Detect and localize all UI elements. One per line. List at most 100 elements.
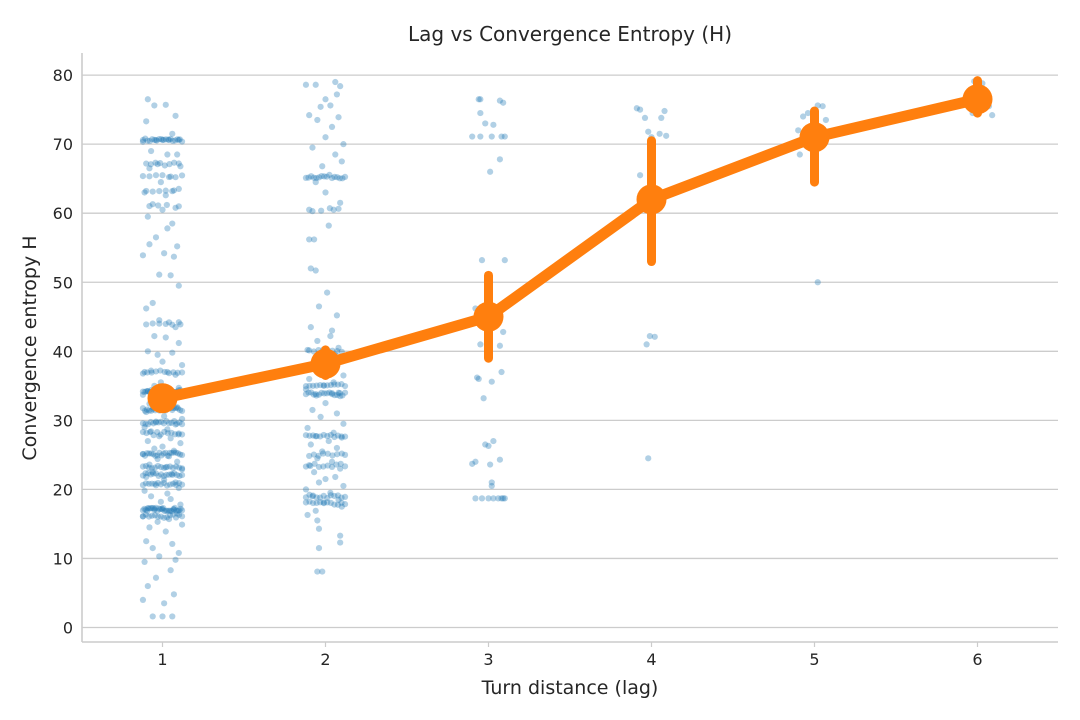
data-point (143, 538, 150, 545)
data-point (168, 470, 175, 478)
data-point (312, 267, 319, 274)
data-point (341, 173, 349, 181)
data-point (149, 188, 156, 195)
y-gridlines (82, 74, 1058, 629)
data-point (309, 432, 317, 439)
data-point (330, 429, 337, 436)
data-point (162, 464, 169, 471)
data-point (157, 505, 164, 513)
data-point (176, 406, 184, 414)
data-point (331, 173, 338, 181)
data-point (337, 539, 344, 546)
data-point (175, 136, 182, 144)
data-point (139, 420, 147, 427)
data-point (636, 106, 644, 113)
data-point (142, 480, 150, 487)
data-point (141, 452, 149, 459)
data-point (152, 504, 160, 511)
data-point (169, 471, 176, 478)
data-point (335, 114, 342, 121)
data-point (178, 451, 186, 459)
data-point (178, 362, 186, 369)
data-point (307, 462, 314, 469)
data-point (488, 482, 495, 490)
data-point (176, 136, 183, 143)
data-point (332, 473, 339, 481)
data-point (163, 201, 170, 209)
data-point (656, 130, 663, 137)
data-point (477, 133, 484, 140)
data-point (163, 418, 170, 425)
data-point (804, 109, 812, 117)
data-point (661, 107, 668, 115)
data-point (312, 81, 319, 88)
data-point (171, 504, 178, 511)
data-point (145, 470, 152, 477)
data-point (169, 349, 176, 356)
data-point (143, 187, 150, 195)
data-point (172, 514, 180, 521)
data-point (799, 113, 807, 120)
data-point (141, 505, 148, 512)
data-point (319, 448, 326, 455)
data-point (164, 151, 171, 158)
axis-spines (81, 53, 1058, 643)
data-point (314, 455, 321, 462)
data-point (337, 199, 344, 206)
data-point (338, 158, 345, 165)
data-point (337, 460, 344, 467)
data-point (166, 481, 174, 488)
data-point (333, 312, 341, 319)
data-point (306, 382, 313, 389)
data-point (148, 480, 156, 487)
data-point (156, 433, 163, 440)
data-point (142, 420, 149, 427)
data-point (169, 137, 176, 144)
data-point (152, 172, 160, 179)
data-point (144, 137, 151, 144)
data-point (340, 372, 347, 379)
data-point (164, 507, 171, 514)
data-point (487, 461, 494, 468)
data-point (162, 101, 169, 108)
data-point (175, 431, 182, 438)
data-point (175, 430, 182, 437)
data-point (480, 395, 487, 402)
data-point (172, 481, 180, 489)
data-point (309, 492, 317, 499)
data-point (633, 105, 640, 112)
data-point (170, 187, 178, 194)
data-point (334, 451, 341, 458)
data-point (328, 174, 336, 182)
data-point (340, 482, 347, 490)
data-point (175, 160, 182, 167)
data-point (174, 404, 181, 411)
data-point (162, 334, 169, 341)
data-point (143, 429, 150, 437)
data-point (304, 424, 311, 432)
data-point (469, 460, 476, 467)
data-point (328, 463, 336, 470)
data-point (163, 507, 170, 514)
data-point (146, 165, 153, 172)
data-point (173, 420, 180, 427)
data-point (166, 512, 174, 519)
data-point (178, 138, 186, 145)
data-point (160, 420, 167, 427)
data-point (148, 450, 155, 457)
data-point (475, 96, 482, 103)
data-point (159, 206, 166, 213)
data-point (169, 220, 176, 227)
data-point (309, 406, 316, 414)
data-point (327, 431, 334, 439)
data-point (157, 179, 164, 186)
data-point (151, 505, 158, 512)
data-point (155, 202, 162, 209)
data-point (308, 173, 315, 180)
data-point (501, 133, 508, 140)
data-point (139, 513, 147, 520)
data-point (160, 514, 168, 521)
data-point (171, 431, 179, 438)
data-point (322, 399, 329, 407)
data-point (141, 487, 148, 494)
